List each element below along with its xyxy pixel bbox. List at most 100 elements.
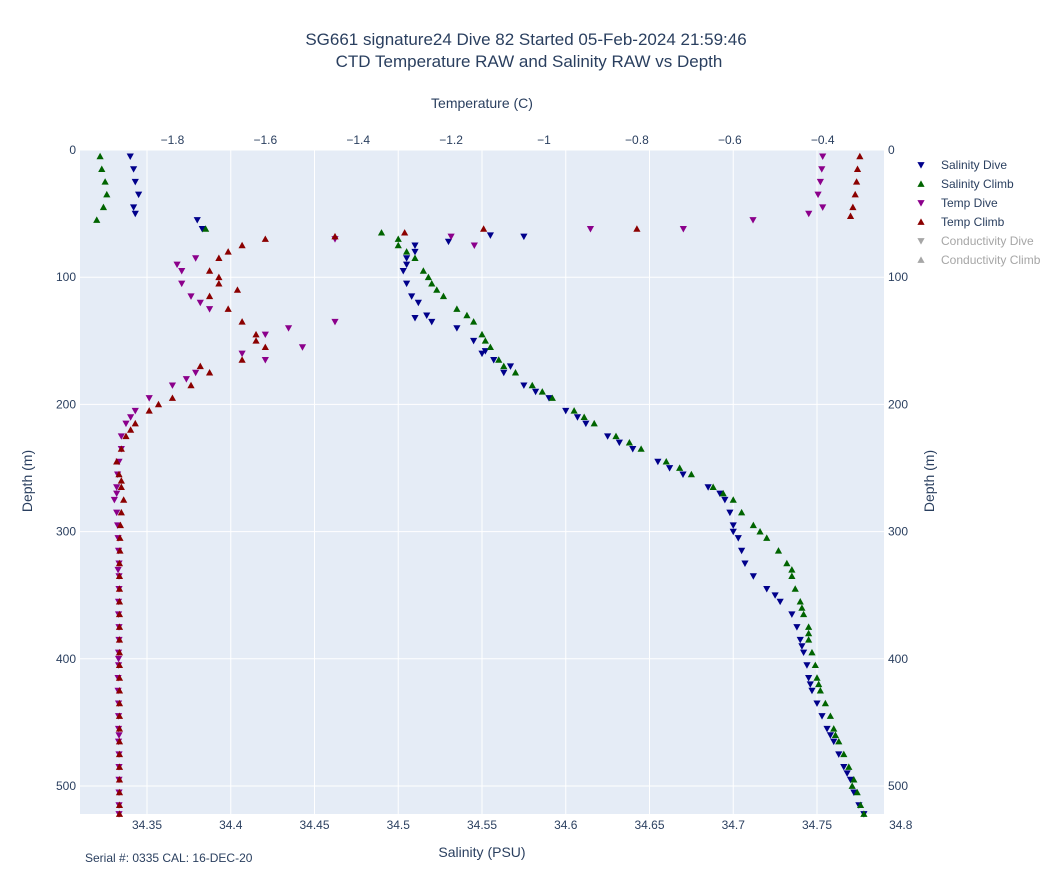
data-point [115, 763, 124, 770]
data-point [845, 763, 853, 770]
data-point [831, 731, 840, 739]
data-point [756, 528, 764, 535]
data-point [704, 484, 712, 491]
legend-item-conductivity-dive[interactable]: Conductivity Dive [917, 234, 1034, 248]
y-left-tick-label: 200 [56, 397, 76, 411]
data-point [805, 623, 813, 630]
legend: Salinity Dive Salinity Climb Temp Dive Temp… [917, 158, 1041, 267]
x-bottom-tick-label: 34.55 [467, 818, 497, 832]
data-point [612, 432, 620, 440]
data-point [113, 484, 121, 491]
data-point [811, 661, 819, 669]
data-point [783, 559, 791, 567]
data-point [520, 233, 528, 241]
data-point [776, 598, 784, 606]
data-point [115, 750, 124, 758]
data-point [215, 279, 223, 287]
y-right-tick-label: 300 [888, 525, 908, 539]
data-point [823, 725, 831, 733]
data-point [633, 225, 641, 232]
data-point [196, 299, 204, 307]
legend-item-temp-dive[interactable]: Temp Dive [917, 196, 998, 210]
data-point [198, 225, 206, 233]
data-point [771, 592, 779, 599]
data-point [721, 496, 729, 504]
data-point [729, 528, 737, 536]
data-point [115, 559, 124, 567]
data-point [818, 713, 826, 720]
data-point [850, 789, 858, 796]
x-bottom-tick-label: 34.5 [387, 818, 411, 832]
serial-calibration-note: Serial #: 0335 CAL: 16-DEC-20 [85, 851, 253, 865]
data-point [846, 776, 855, 784]
data-point [486, 232, 494, 239]
data-point [805, 636, 813, 643]
data-point [130, 204, 138, 211]
data-point [629, 446, 637, 453]
data-point [676, 464, 684, 471]
y-right-tick-label: 0 [888, 143, 895, 157]
x-top-axis-title: Temperature (C) [431, 95, 533, 111]
data-point [115, 801, 124, 808]
data-point [826, 732, 834, 739]
data-point [122, 420, 130, 428]
data-point [853, 165, 862, 172]
data-point [439, 292, 448, 300]
data-point [805, 675, 813, 682]
data-point [116, 521, 125, 529]
data-point [411, 315, 419, 322]
data-point [843, 770, 851, 777]
data-point [506, 363, 515, 370]
data-point [238, 318, 246, 325]
data-point [586, 225, 595, 233]
series-salinity-climb [93, 152, 868, 817]
legend-item-salinity-dive[interactable]: Salinity Dive [917, 158, 1007, 172]
data-point [830, 738, 838, 746]
data-point [495, 356, 503, 363]
data-point [808, 648, 816, 656]
data-point [115, 699, 124, 707]
legend-label: Salinity Climb [941, 177, 1014, 191]
data-point [187, 293, 195, 300]
data-point [331, 232, 339, 240]
chart-title: SG661 signature24 Dive 82 Started 05-Feb… [305, 30, 746, 49]
x-bottom-tick-label: 34.65 [634, 818, 664, 832]
data-point [716, 490, 724, 498]
data-point [101, 178, 109, 185]
data-point [205, 369, 214, 376]
data-point [182, 376, 190, 383]
data-point [238, 356, 246, 363]
data-point [401, 229, 409, 236]
data-point [433, 286, 441, 293]
data-point [428, 279, 436, 287]
data-point [115, 648, 124, 656]
data-point [470, 318, 478, 325]
data-point [806, 681, 814, 688]
data-point [709, 483, 717, 490]
data-point [261, 357, 269, 364]
x-bottom-tick-label: 34.4 [219, 818, 243, 832]
data-point [666, 465, 674, 472]
data-point [117, 508, 125, 516]
data-point [115, 725, 124, 732]
legend-item-temp-climb[interactable]: Temp Climb [917, 215, 1005, 229]
legend-item-salinity-climb[interactable]: Salinity Climb [917, 177, 1014, 191]
x-top-tick-label: −1 [537, 133, 551, 147]
data-point [202, 225, 210, 232]
data-point [192, 255, 200, 262]
data-point [114, 655, 123, 663]
data-point [117, 483, 125, 490]
data-point [798, 643, 806, 650]
data-point [193, 217, 201, 224]
legend-item-conductivity-climb[interactable]: Conductivity Climb [917, 253, 1041, 267]
y-right-axis-title: Depth (m) [921, 450, 937, 512]
data-point [131, 407, 139, 415]
data-point [816, 687, 824, 694]
data-point [192, 369, 200, 377]
legend-marker-icon [917, 180, 925, 187]
x-bottom-tick-label: 34.8 [889, 818, 913, 832]
data-point [423, 312, 431, 319]
legend-label: Temp Climb [941, 215, 1005, 229]
data-point [478, 330, 486, 338]
y-left-tick-label: 300 [56, 525, 76, 539]
